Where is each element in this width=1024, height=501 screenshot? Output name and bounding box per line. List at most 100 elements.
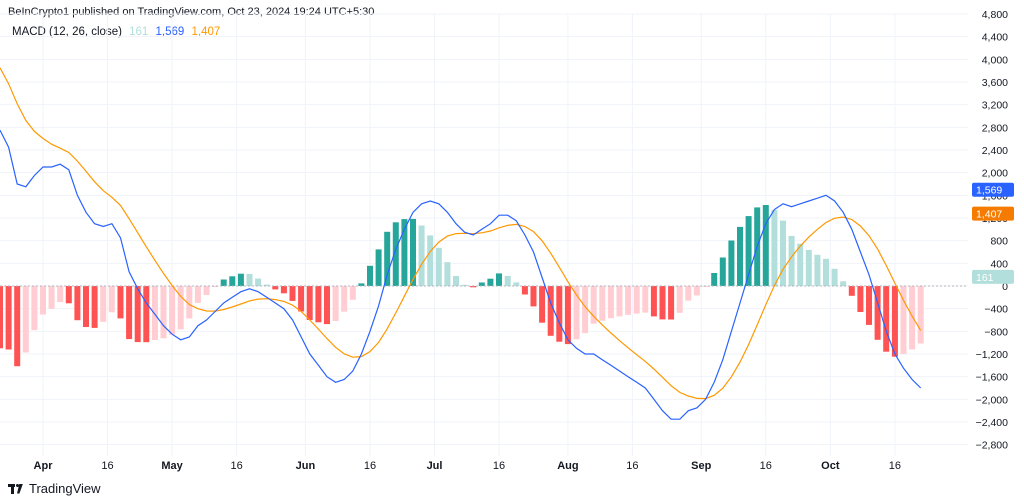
- histogram-bar: [685, 286, 692, 301]
- histogram-bar: [539, 286, 546, 323]
- y-tick-label: 2,400: [982, 145, 1008, 157]
- y-tick-label: −2,000: [976, 394, 1009, 406]
- histogram-bar: [237, 273, 244, 286]
- histogram-bar: [22, 286, 29, 353]
- x-tick-label: Apr: [34, 460, 54, 472]
- histogram-bar: [315, 286, 322, 323]
- footer-brand-label: TradingView: [29, 481, 101, 496]
- histogram-bar: [298, 286, 305, 312]
- histogram-bar: [384, 231, 391, 286]
- y-tick-label: −1,600: [976, 372, 1009, 384]
- y-tick-label: 4,800: [982, 9, 1008, 21]
- legend-histogram-value: 161: [129, 26, 149, 38]
- histogram-bars: [0, 205, 924, 367]
- histogram-bar: [375, 249, 382, 286]
- histogram-bar: [547, 286, 554, 336]
- histogram-bar: [521, 286, 528, 295]
- histogram-bar: [14, 286, 21, 367]
- histogram-bar: [633, 286, 640, 314]
- x-tick-label: Jul: [427, 460, 443, 472]
- histogram-bar: [418, 225, 425, 286]
- histogram-bar: [737, 226, 743, 286]
- histogram-bar: [40, 286, 46, 315]
- histogram-bar: [780, 220, 786, 286]
- x-tick-label: Aug: [557, 460, 578, 472]
- indicator-legend[interactable]: MACD (12, 26, close) 161 1,569 1,407: [12, 26, 224, 38]
- footer-brand[interactable]: TradingView: [8, 481, 101, 496]
- histogram-bar: [866, 286, 872, 325]
- y-tick-label: 3,600: [982, 77, 1008, 89]
- price-badges: 1,569 1,407 161: [972, 182, 1014, 284]
- x-tick-label: Jun: [296, 460, 316, 472]
- histogram-bar: [831, 268, 838, 286]
- y-tick-label: −400: [984, 304, 1008, 316]
- histogram-bar: [91, 286, 98, 328]
- histogram-bar: [255, 278, 262, 286]
- y-axis[interactable]: −2,800 −2,400 −2,000 −1,600 −1,200 −800 −400 0 4…: [976, 9, 1009, 452]
- histogram-bar: [444, 262, 451, 286]
- histogram-bar: [151, 286, 158, 340]
- y-tick-label: 3,200: [982, 100, 1008, 112]
- histogram-bar: [349, 286, 356, 300]
- histogram-bar: [513, 282, 520, 286]
- histogram-bar: [289, 286, 296, 301]
- y-tick-label: 2,000: [982, 168, 1008, 180]
- histogram-bar: [427, 235, 434, 286]
- macd-line: [0, 129, 922, 420]
- x-tick-label: 16: [626, 460, 638, 472]
- legend-signal-value: 1,407: [191, 26, 221, 38]
- histogram-bar: [909, 286, 916, 350]
- histogram-bar: [341, 286, 348, 312]
- histogram-bar: [556, 286, 563, 342]
- histogram-bar: [797, 243, 804, 286]
- histogram-bar: [143, 286, 150, 343]
- published-header: BeInCrypto1 published on TradingView.com…: [8, 6, 375, 18]
- histogram-bar: [31, 286, 38, 331]
- histogram-bar: [848, 286, 855, 296]
- histogram-bar: [590, 286, 597, 324]
- histogram-bar: [435, 247, 442, 286]
- histogram-bar: [711, 273, 718, 286]
- histogram-bar: [212, 286, 219, 287]
- signal-price-badge: [972, 206, 1014, 221]
- histogram-bar: [461, 284, 468, 286]
- histogram-bar: [126, 286, 133, 340]
- histogram-bar: [891, 286, 898, 357]
- histogram-bar: [160, 286, 167, 339]
- y-tick-label: 0: [1002, 281, 1008, 293]
- histogram-bar: [332, 286, 339, 321]
- histogram-bar: [840, 281, 847, 286]
- signal-price-badge-label: 1,407: [976, 209, 1002, 221]
- histogram-bar: [100, 286, 107, 322]
- histogram-bar: [668, 286, 675, 320]
- histogram-bar: [280, 286, 287, 294]
- histogram-bar: [883, 286, 890, 352]
- x-tick-label: May: [161, 460, 183, 472]
- histogram-bar: [0, 286, 3, 349]
- histogram-bar: [582, 286, 589, 334]
- histogram-bar: [917, 286, 924, 344]
- histogram-bar: [530, 286, 537, 307]
- legend-macd-value: 1,569: [155, 26, 185, 38]
- histogram-bar: [762, 205, 769, 286]
- histogram-bar: [229, 276, 236, 286]
- histogram-bar: [805, 249, 812, 286]
- histogram-bar: [771, 209, 778, 286]
- histogram-bar: [496, 273, 502, 286]
- histogram-bar: [650, 286, 657, 317]
- histogram-bar: [504, 275, 511, 286]
- histogram-bar: [625, 286, 632, 315]
- y-tick-label: 400: [990, 258, 1008, 270]
- histogram-bar: [900, 286, 907, 354]
- x-tick-label: 16: [230, 460, 242, 472]
- x-axis[interactable]: Apr 16 May 16 Jun 16 Jul 16 Aug 16 Sep 16 Oct 16: [34, 460, 901, 472]
- histogram-bar: [220, 279, 227, 286]
- histogram-bar: [478, 282, 485, 286]
- histogram-bar: [177, 286, 184, 330]
- histogram-bar: [203, 286, 210, 295]
- histogram-bar: [719, 257, 726, 286]
- histogram-bar: [470, 286, 477, 288]
- y-tick-label: −2,400: [976, 417, 1009, 429]
- histogram-bar: [728, 240, 735, 286]
